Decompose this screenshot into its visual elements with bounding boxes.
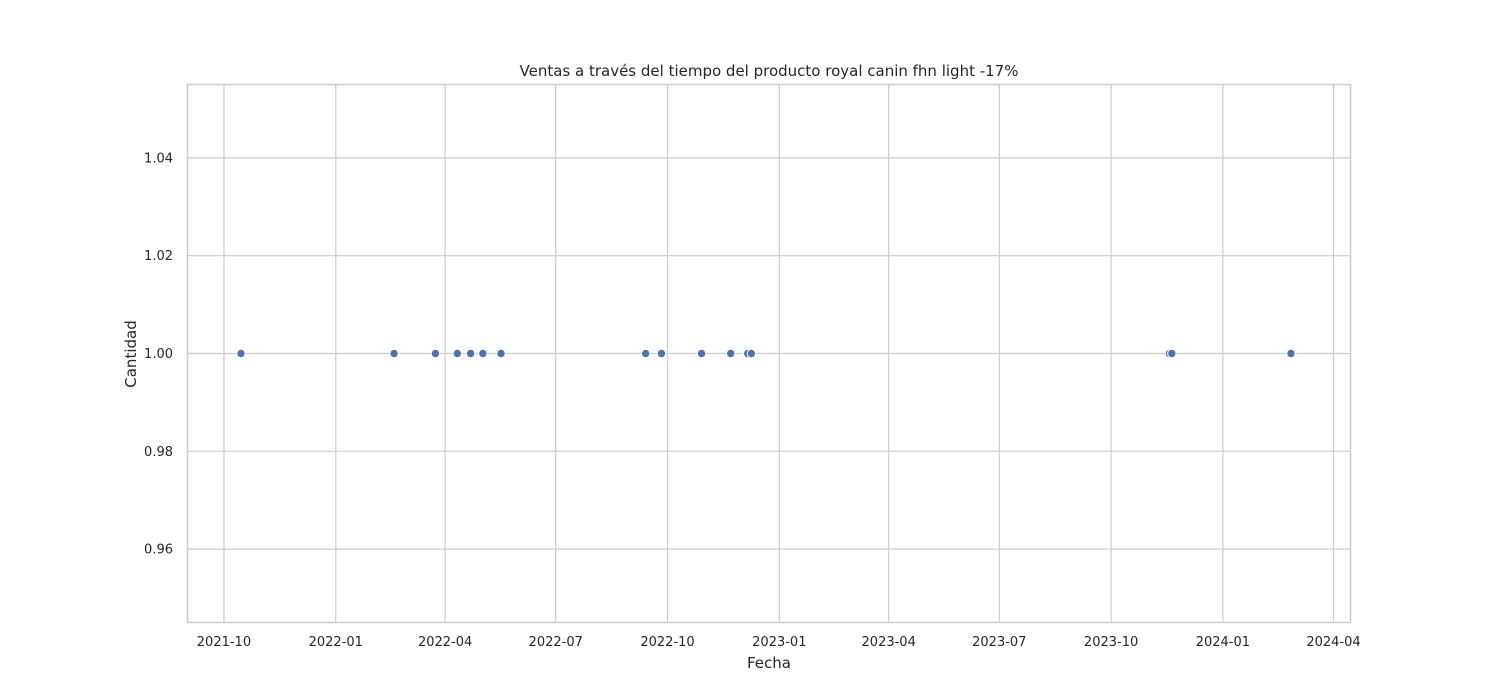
y-tick-label: 0.98 (144, 445, 173, 460)
x-tick-label: 2021-10 (197, 635, 251, 650)
data-point (726, 348, 736, 359)
data-point (389, 348, 399, 359)
x-axis-label: Fecha (747, 654, 791, 672)
y-tick-label: 0.96 (144, 543, 173, 558)
x-tick-label: 2023-07 (972, 635, 1026, 650)
x-tick-label: 2023-10 (1084, 635, 1138, 650)
y-tick-label: 1.02 (144, 249, 173, 264)
data-point (656, 348, 667, 359)
data-point (236, 348, 246, 359)
data-point (452, 348, 462, 359)
data-point (696, 348, 707, 359)
x-tick-label: 2023-01 (752, 635, 806, 650)
x-tick-label: 2022-01 (309, 635, 363, 650)
tick-labels: 2021-10 2022-01 2022-04 2022-07 2022-10 2023-… (144, 151, 1361, 650)
data-point (465, 348, 476, 359)
x-tick-label: 2022-10 (640, 635, 694, 650)
grid (187, 84, 1351, 623)
data-point (1286, 348, 1296, 359)
data-point (746, 348, 757, 359)
data-points (236, 348, 1296, 359)
data-point (640, 348, 651, 359)
x-tick-label: 2022-04 (418, 635, 472, 650)
data-point (430, 348, 441, 359)
plot-frame (186, 83, 1352, 624)
x-tick-label: 2024-01 (1196, 635, 1250, 650)
data-point (496, 348, 506, 359)
data-point (1167, 348, 1177, 359)
y-axis-label: Cantidad (122, 320, 140, 387)
x-tick-label: 2024-04 (1306, 635, 1360, 650)
y-tick-label: 1.04 (144, 151, 173, 166)
x-tick-label: 2022-07 (529, 635, 583, 650)
data-point (478, 348, 488, 359)
y-tick-label: 1.00 (144, 347, 173, 362)
x-tick-label: 2023-04 (862, 635, 916, 650)
chart-title: Ventas a través del tiempo del producto … (520, 62, 1019, 80)
